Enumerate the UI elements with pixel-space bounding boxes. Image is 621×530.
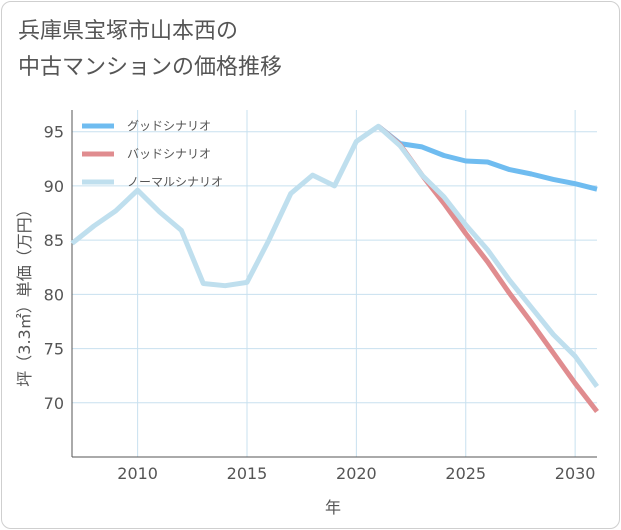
x-tick-label: 2025 [445,464,486,483]
x-tick-label: 2015 [227,464,268,483]
y-tick-label: 75 [44,340,64,359]
y-tick-labels: 70 75 80 85 90 95 [44,123,64,413]
series-line [376,124,599,414]
legend-label: ノーマルシナリオ [127,175,223,189]
y-tick-label: 80 [44,285,64,304]
legend-label: グッドシナリオ [127,119,211,133]
y-tick-label: 95 [44,123,64,142]
x-tick-label: 2030 [555,464,596,483]
x-tick-label: 2020 [336,464,377,483]
plot-frame [71,110,597,458]
series-lines [70,123,600,414]
series-line [70,123,600,388]
chart-title: 兵庫県宝塚市山本西の 中古マンションの価格推移 [18,14,282,86]
y-tick-label: 85 [44,231,64,250]
series-line [376,124,598,192]
y-axis-title: 坪（3.3㎡）単価（万円） [15,201,34,386]
y-tick-label: 70 [44,394,64,413]
legend-label: バッドシナリオ [127,147,211,161]
x-axis-title: 年 [325,498,341,517]
grid-lines [72,110,597,457]
x-tick-labels: 2010 2015 2020 2025 2030 [117,464,595,483]
chart-title-line1: 兵庫県宝塚市山本西の [18,19,239,44]
x-tick-label: 2010 [117,464,158,483]
chart-title-line2: 中古マンションの価格推移 [18,55,283,80]
y-tick-label: 90 [44,177,64,196]
